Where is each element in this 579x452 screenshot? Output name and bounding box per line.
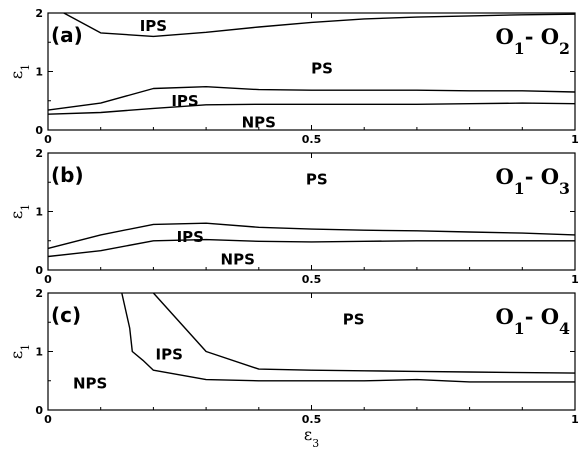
panel-letter-label: (c) (51, 303, 81, 327)
x-tick-label: 0.5 (302, 413, 322, 426)
oscillator-pair-label: O1- O2 (495, 24, 570, 58)
panel-letter-label: (b) (51, 163, 84, 187)
panel-b: 0 0.5 1 0 1 2 ε1 PS IPS NPS (b) O1- O3 (7, 147, 579, 286)
panel-letter-label: (a) (51, 23, 83, 47)
x-tick-label: 0 (44, 413, 52, 426)
region-label-nps: NPS (242, 113, 276, 131)
y-tick-label: 1 (35, 206, 43, 219)
region-label-nps: NPS (221, 250, 255, 268)
x-axis-label: ε3 (304, 425, 319, 450)
x-tick-label: 0 (44, 273, 52, 286)
x-tick-label: 1 (571, 273, 579, 286)
region-label-ps: PS (311, 60, 333, 78)
x-tick-label: 0.5 (302, 133, 322, 146)
y-tick-label: 0 (35, 264, 43, 277)
region-label-ips: IPS (177, 228, 204, 246)
x-tick-label: 1 (571, 133, 579, 146)
y-tick-label: 1 (35, 66, 43, 79)
y-tick-label: 0 (35, 404, 43, 417)
panel-c: 0 0.5 1 0 1 2 ε1 ε3 PS IPS NPS (c) O1- O4 (7, 287, 579, 450)
y-axis-label: ε1 (7, 344, 32, 359)
region-label-ips: IPS (156, 345, 183, 363)
phase-boundary-line-1 (121, 292, 575, 383)
region-label-ips: IPS (171, 92, 198, 110)
oscillator-pair-label: O1- O4 (495, 304, 570, 338)
phase-boundary-line-2 (47, 238, 575, 258)
phase-boundary-line-1 (47, 222, 576, 250)
panel-a: 0 0.5 1 0 1 2 ε1 IPS PS IPS NPS (a) O1- O2 (7, 7, 579, 146)
region-label-ps: PS (306, 170, 328, 188)
region-label-ps: PS (343, 310, 365, 328)
phase-boundary-line-2 (47, 85, 576, 111)
x-tick-label: 0 (44, 133, 52, 146)
phase-boundary-line-2 (152, 292, 576, 374)
oscillator-pair-label: O1- O3 (495, 164, 570, 198)
x-tick-label: 1 (571, 413, 579, 426)
y-tick-label: 1 (35, 346, 43, 359)
y-axis-label: ε1 (7, 64, 32, 79)
y-tick-label: 2 (35, 287, 43, 300)
y-tick-label: 2 (35, 147, 43, 160)
phase-boundary-line-3 (47, 102, 576, 115)
phase-boundary-line-1 (63, 12, 576, 38)
y-tick-label: 0 (35, 124, 43, 137)
y-tick-label: 2 (35, 7, 43, 20)
region-label-ips: IPS (140, 17, 167, 35)
y-axis-label: ε1 (7, 204, 32, 219)
x-tick-label: 0.5 (302, 273, 322, 286)
region-label-nps: NPS (73, 375, 107, 393)
